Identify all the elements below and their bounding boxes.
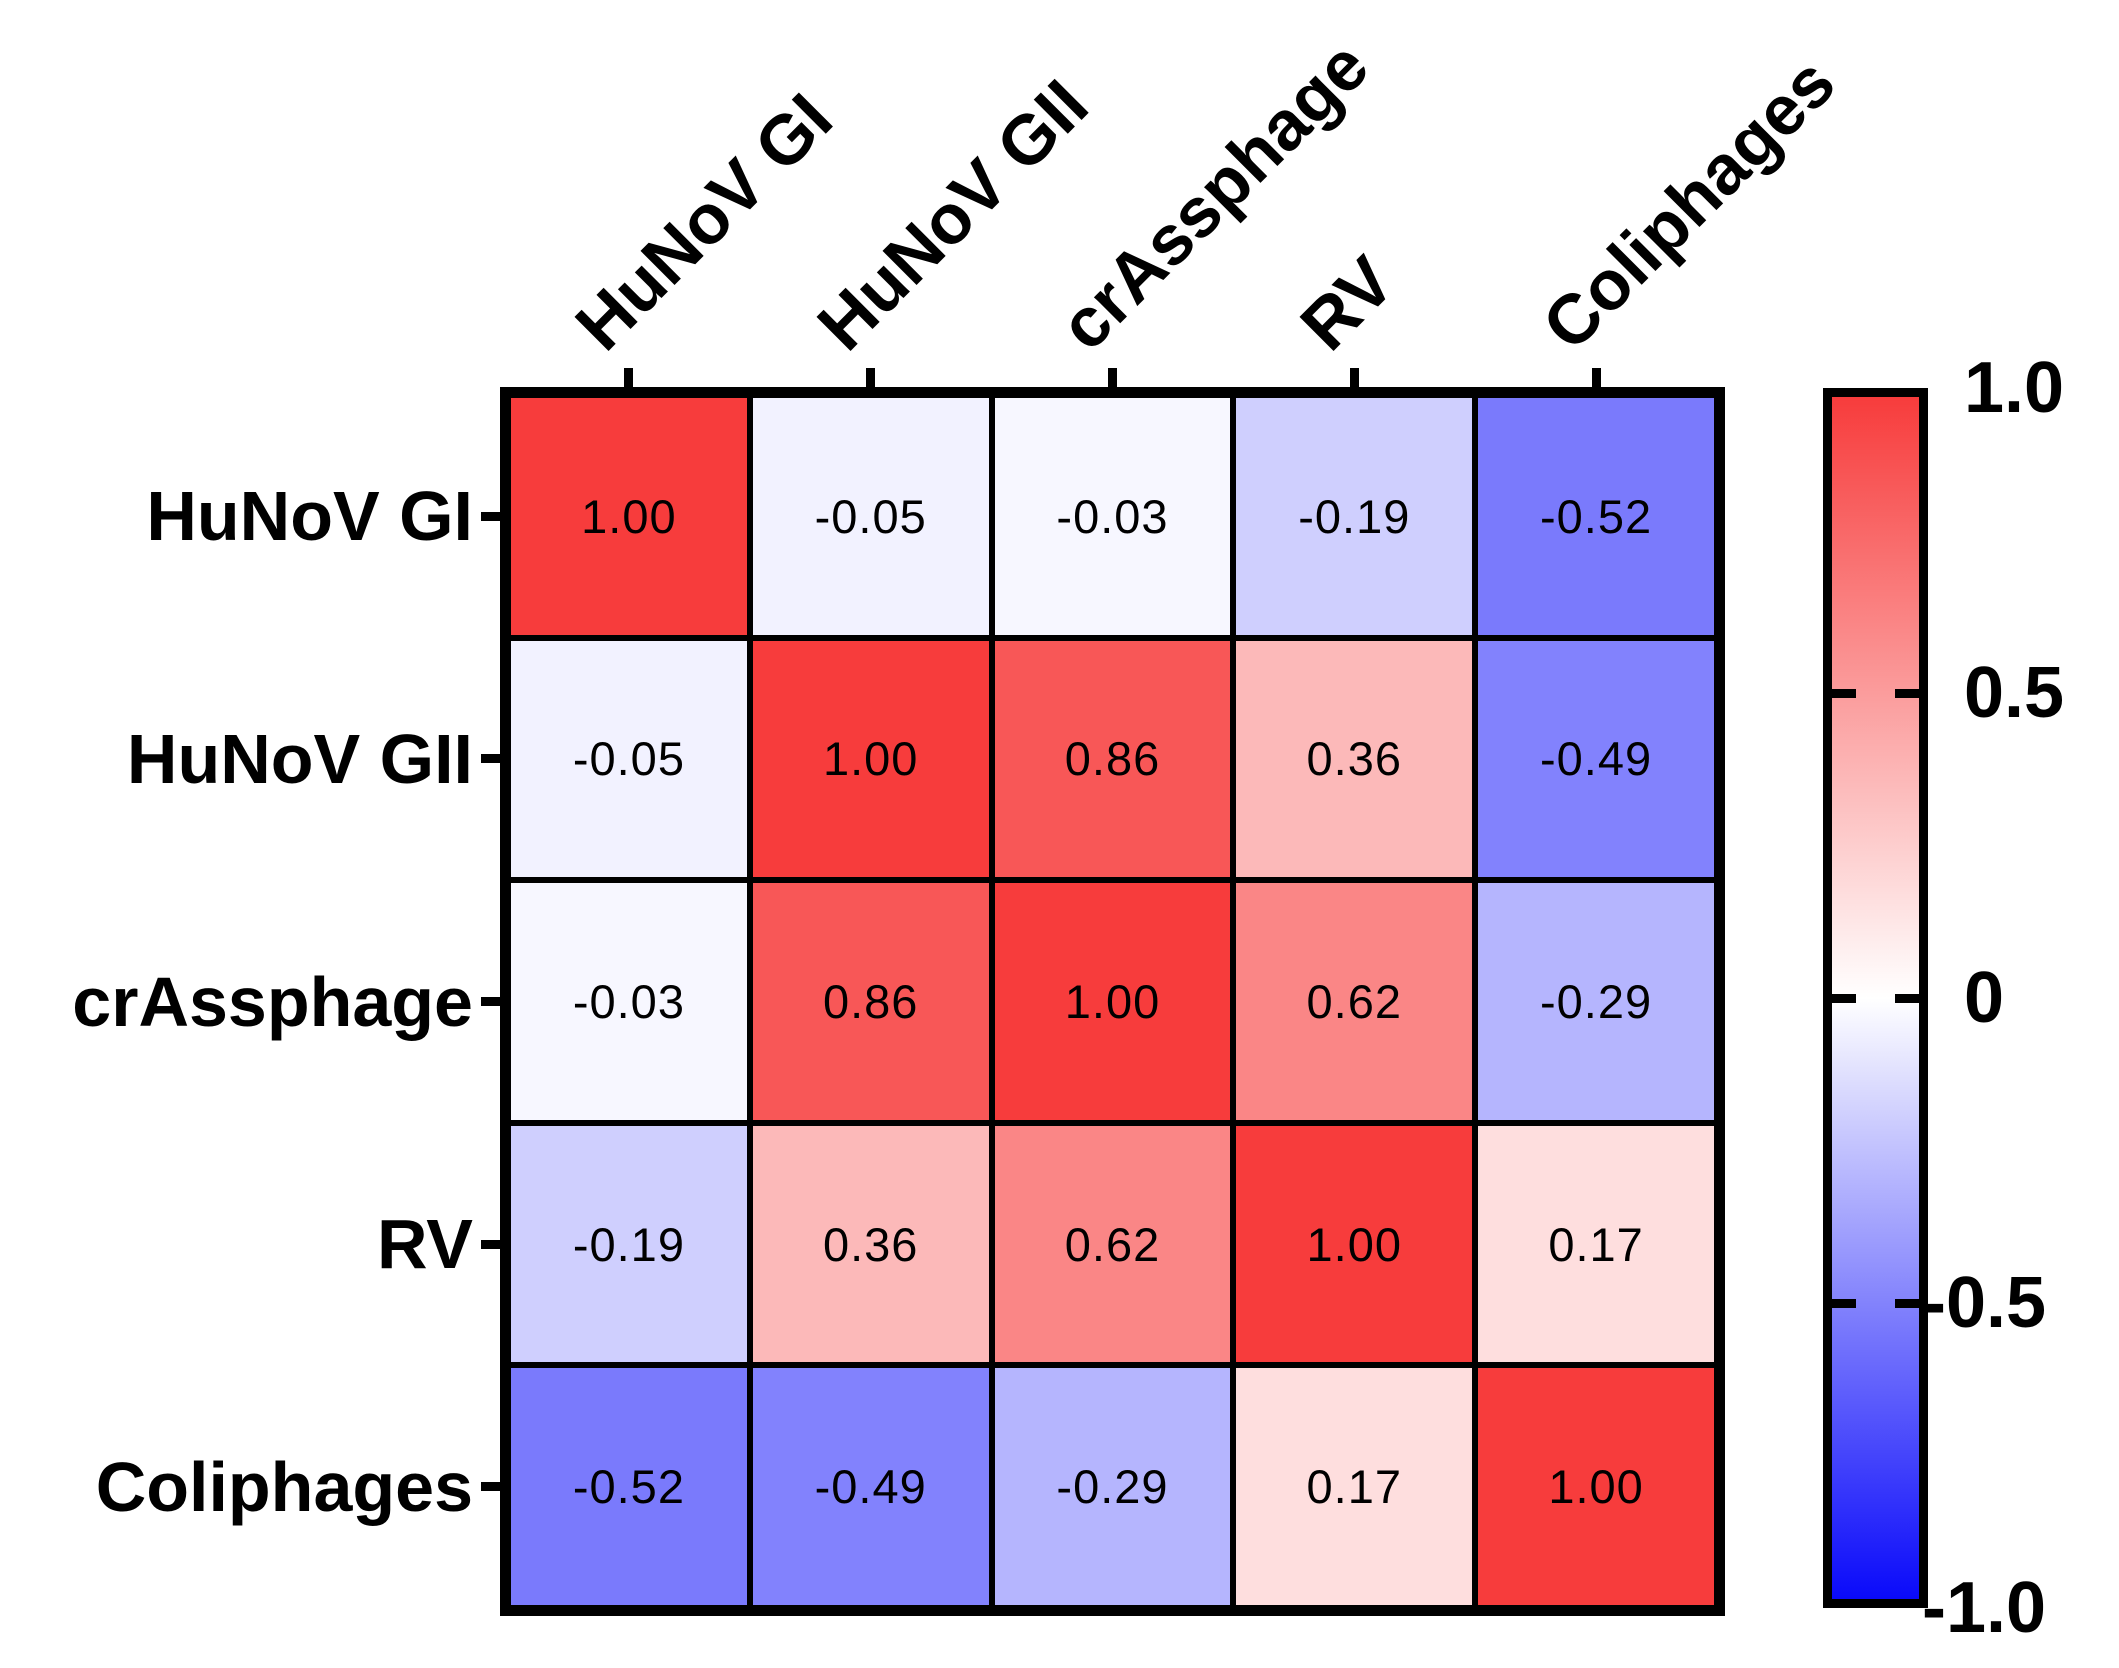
colorbar-tick [1895, 688, 1919, 698]
heatmap-matrix-frame: 1.00 -0.05 -0.03 -0.19 -0.52 -0.05 1.00 0.86 0.3… [500, 387, 1725, 1616]
heatmap-cell: -0.49 [752, 1368, 989, 1605]
y-axis-tick [481, 754, 500, 764]
heatmap-cell: 1.00 [1478, 1368, 1714, 1605]
heatmap-cell: 0.62 [994, 1125, 1231, 1363]
colorbar-tick [1895, 1298, 1919, 1308]
heatmap-cell: -0.03 [511, 883, 747, 1120]
colorbar-tick [1832, 688, 1856, 698]
x-axis-tick [624, 368, 634, 387]
heatmap-cell: 0.86 [752, 883, 989, 1120]
row-axis-label: HuNoV GI [146, 477, 473, 556]
colorbar-tick-label: 0.5 [1964, 653, 2065, 733]
heatmap-cell: -0.49 [1478, 640, 1714, 878]
colorbar-tick [1895, 993, 1919, 1003]
heatmap-cell: -0.05 [752, 398, 989, 635]
row-axis-label: RV [377, 1205, 473, 1284]
colorbar-tick [1832, 993, 1856, 1003]
heatmap-cell: 0.62 [1236, 883, 1473, 1120]
column-axis-label: HuNoV GI [560, 78, 847, 365]
heatmap-cell: 0.86 [994, 640, 1231, 878]
heatmap-cell: 0.36 [1236, 640, 1473, 878]
heatmap-cell: -0.29 [1478, 883, 1714, 1120]
heatmap-cell: -0.03 [994, 398, 1231, 635]
x-axis-tick [866, 368, 876, 387]
heatmap-cell: 1.00 [752, 640, 989, 878]
y-axis-tick [481, 997, 500, 1006]
heatmap-cell: -0.05 [511, 640, 747, 878]
row-axis-label: Coliphages [95, 1447, 473, 1526]
heatmap-cell: -0.19 [511, 1125, 747, 1363]
x-axis-tick [1108, 368, 1117, 387]
heatmap-cell: -0.52 [1478, 398, 1714, 635]
x-axis-tick [1591, 368, 1601, 387]
heatmap-cell: 0.36 [752, 1125, 989, 1363]
y-axis-tick [481, 511, 500, 521]
y-axis-tick [481, 1482, 500, 1492]
heatmap-cell: 0.17 [1236, 1368, 1473, 1605]
x-axis-tick [1349, 368, 1359, 387]
column-axis-label: Coliphages [1527, 42, 1850, 365]
row-axis-label: HuNoV GII [126, 719, 473, 798]
heatmap-cell: 1.00 [511, 398, 747, 635]
column-axis-label: RV [1285, 241, 1409, 365]
heatmap-cell: -0.52 [511, 1368, 747, 1605]
heatmap-cell: -0.19 [1236, 398, 1473, 635]
row-axis-label: crAssphage [72, 962, 473, 1041]
heatmap-cell: 1.00 [994, 883, 1231, 1120]
colorbar-tick-label: 1.0 [1964, 348, 2065, 428]
heatmap-cell: 1.00 [1236, 1125, 1473, 1363]
colorbar-tick [1832, 1298, 1856, 1308]
colorbar-tick-label: -1.0 [1922, 1568, 2047, 1648]
y-axis-tick [481, 1239, 500, 1249]
heatmap-cell: -0.29 [994, 1368, 1231, 1605]
heatmap-matrix: 1.00 -0.05 -0.03 -0.19 -0.52 -0.05 1.00 0.86 0.3… [511, 398, 1714, 1605]
heatmap-cell: 0.17 [1478, 1125, 1714, 1363]
colorbar-tick-label: 0 [1964, 958, 2005, 1038]
colorbar-tick-label: -0.5 [1922, 1263, 2047, 1343]
